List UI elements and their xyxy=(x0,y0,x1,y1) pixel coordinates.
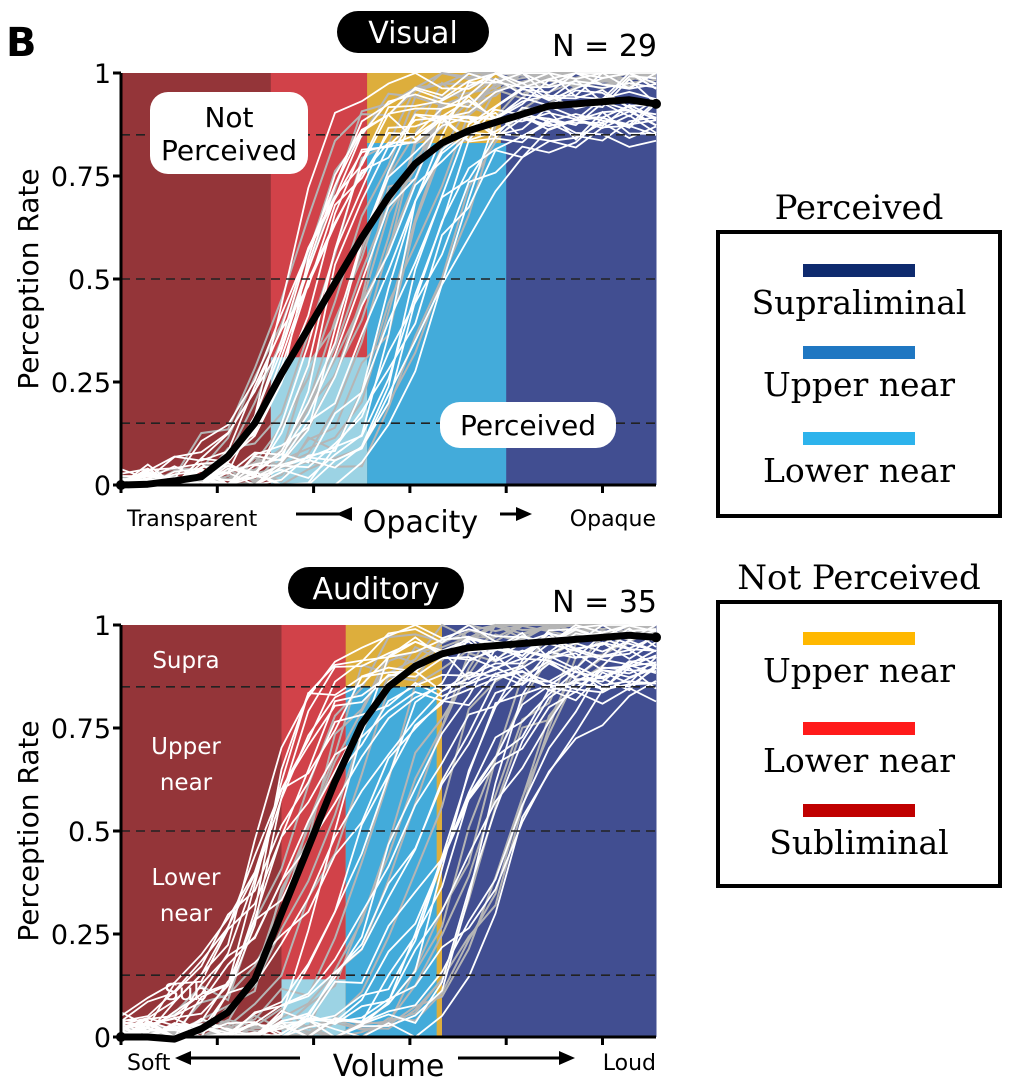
legend-label-lower-near-perceived: Lower near xyxy=(762,451,956,490)
auditory-participant-curve xyxy=(120,663,657,1037)
auditory-mean-line xyxy=(117,631,660,1043)
region-label-0: Supra xyxy=(152,648,219,674)
not-perceived-line1: Not xyxy=(204,101,253,134)
visual-y-tick-label: 0.75 xyxy=(51,162,111,193)
legend-swatch-lower-near-not-perceived xyxy=(803,722,915,735)
legend-item-lower-near-perceived: Lower near xyxy=(720,432,998,490)
visual-mean-line xyxy=(117,96,660,489)
not-perceived-line2: Perceived xyxy=(161,134,297,167)
region-label-2-line1: Lower xyxy=(152,865,221,891)
visual-y-tick-label: 0 xyxy=(94,471,111,502)
visual-n-label: N = 29 xyxy=(552,29,657,64)
legend-item-upper-near-not-perceived: Upper near xyxy=(720,632,998,690)
auditory-participant-curve xyxy=(120,656,657,1026)
auditory-y-tick-label: 0 xyxy=(94,1023,111,1054)
auditory-participant-curve xyxy=(120,627,657,1017)
region-label-1-line2: near xyxy=(160,770,213,796)
not-perceived-bubble xyxy=(150,92,308,174)
auditory-annotations: Supra Upper near Lower near Sub xyxy=(151,648,221,1006)
legend-label-subliminal: Subliminal xyxy=(769,823,949,862)
auditory-participant-curve xyxy=(120,628,657,1039)
legend-item-supraliminal: Supraliminal xyxy=(720,264,998,322)
auditory-y-label: Perception Rate xyxy=(12,720,45,941)
auditory-x-label: Volume xyxy=(333,1049,445,1078)
auditory-right-arrow-head xyxy=(559,1051,575,1065)
auditory-mean-point xyxy=(651,632,661,643)
legend-swatch-upper-near-not-perceived xyxy=(803,632,915,645)
visual-left-arrow-head xyxy=(336,507,352,521)
visual-mean-point xyxy=(651,98,661,109)
auditory-participant-curve xyxy=(120,649,657,1038)
legend-not-perceived-box: Upper near Lower near Subliminal xyxy=(716,600,1002,888)
visual-participant-curve xyxy=(120,72,657,487)
visual-y-tick-label: 0.5 xyxy=(68,265,111,296)
auditory-x-right-label: Loud xyxy=(603,1051,656,1076)
auditory-panel: Supra Upper near Lower near Sub 0 0.25 0.5 0.75 1… xyxy=(12,567,661,1078)
legend-not-perceived-title: Not Perceived xyxy=(737,558,981,598)
auditory-left-arrow-head xyxy=(175,1051,191,1065)
visual-y-tick-label: 0.25 xyxy=(51,368,111,399)
visual-participant-curve xyxy=(120,77,657,487)
auditory-participant-curve xyxy=(120,664,657,1023)
region-label-1-line1: Upper xyxy=(151,734,221,760)
auditory-title-pill xyxy=(288,567,464,609)
auditory-axes: 0 0.25 0.5 0.75 1 Perception Rate Soft Loud Volu… xyxy=(12,567,657,1078)
region-label-2-line2: near xyxy=(160,901,213,927)
panel-letter: B xyxy=(6,20,37,66)
visual-individual-curves xyxy=(120,71,657,487)
auditory-participant-curve xyxy=(120,624,656,1033)
legend-label-supraliminal: Supraliminal xyxy=(751,283,967,322)
legend-perceived-box: Supraliminal Upper near Lower near xyxy=(716,230,1002,518)
legend-swatch-supraliminal xyxy=(803,264,915,277)
visual-y-label: Perception Rate xyxy=(12,168,45,389)
auditory-y-tick-label: 1 xyxy=(94,611,111,642)
visual-y-tick-label: 1 xyxy=(94,59,111,90)
perceived-bubble xyxy=(440,402,616,448)
auditory-y-tick-label: 0.75 xyxy=(51,714,111,745)
legend-item-subliminal: Subliminal xyxy=(720,804,998,862)
visual-participant-curve xyxy=(120,124,657,486)
auditory-x-left-label: Soft xyxy=(127,1051,171,1076)
visual-title: Visual xyxy=(368,16,458,51)
region-label-3: Sub xyxy=(164,980,208,1006)
auditory-title: Auditory xyxy=(312,572,439,607)
visual-x-right-label: Opaque xyxy=(570,507,656,532)
legend-perceived-title: Perceived xyxy=(774,188,944,228)
legend-item-upper-near-perceived: Upper near xyxy=(720,346,998,404)
auditory-y-tick-label: 0.25 xyxy=(51,920,111,951)
legend-label-upper-near-not-perceived: Upper near xyxy=(762,651,956,690)
visual-right-arrow-head xyxy=(516,507,532,521)
legend-item-lower-near-not-perceived: Lower near xyxy=(720,722,998,780)
visual-x-left-label: Transparent xyxy=(126,507,258,532)
perceived-annotation: Perceived xyxy=(460,409,596,442)
visual-axes: 0 0.25 0.5 0.75 1 Perception Rate Transparent O… xyxy=(12,11,657,540)
auditory-participant-curve xyxy=(120,649,657,1032)
visual-x-label: Opacity xyxy=(363,505,478,540)
visual-participant-curve xyxy=(121,90,657,486)
legend-swatch-subliminal xyxy=(803,804,915,817)
auditory-participant-curve xyxy=(120,623,657,1038)
auditory-y-tick-label: 0.5 xyxy=(68,817,111,848)
visual-title-pill xyxy=(337,11,489,53)
legend-swatch-upper-near-perceived xyxy=(803,346,915,359)
auditory-mean-curve xyxy=(116,631,661,1043)
auditory-n-label: N = 35 xyxy=(552,585,657,620)
visual-participant-curve xyxy=(120,114,657,486)
legend-label-upper-near-perceived: Upper near xyxy=(762,365,956,404)
legend-label-lower-near-not-perceived: Lower near xyxy=(762,741,956,780)
legend-swatch-lower-near-perceived xyxy=(803,432,915,445)
